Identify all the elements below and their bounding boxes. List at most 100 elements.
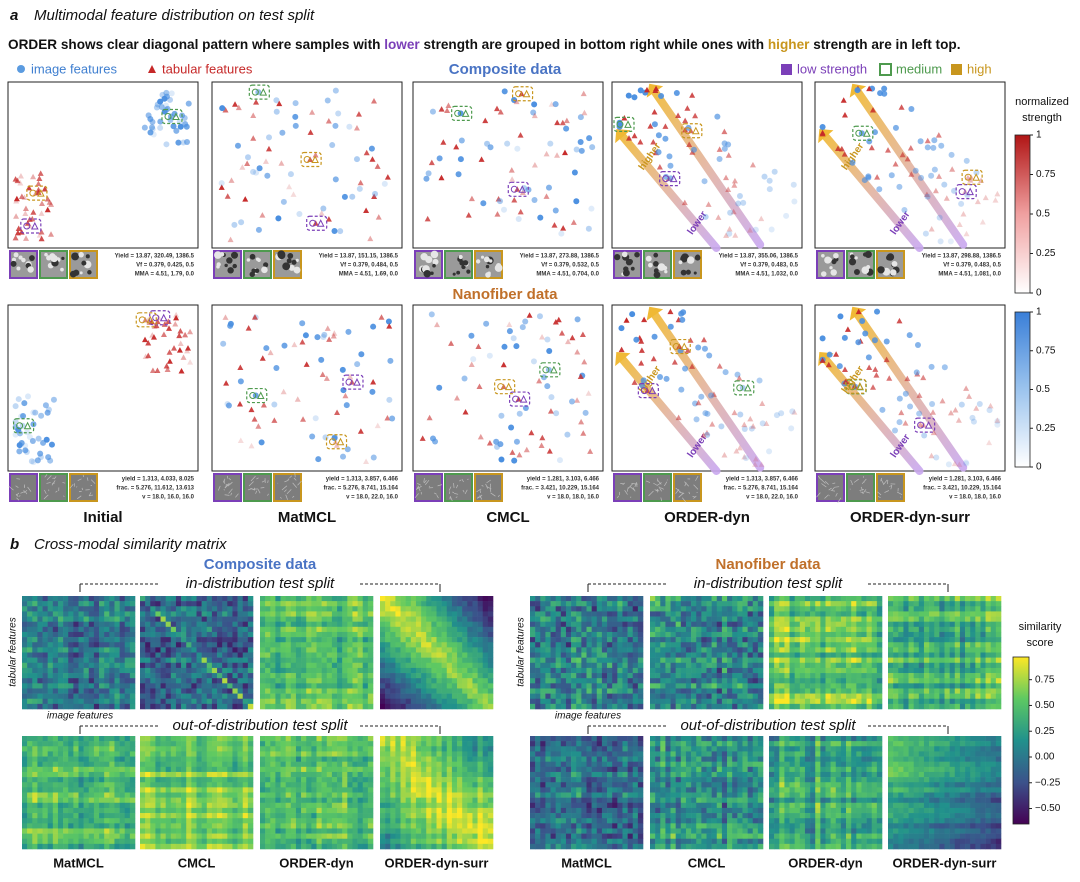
tabular-feature-point (331, 330, 338, 336)
annotation: MMA = 4.51, 1.69, 0.0 (339, 272, 399, 278)
heatmap-cell (331, 838, 338, 845)
heatmap-cell (482, 626, 489, 633)
heatmap-cell (155, 642, 161, 648)
heatmap-cell (342, 673, 348, 679)
image-feature-point (929, 400, 936, 407)
heatmap-cell (415, 596, 422, 602)
heatmap-cell (390, 596, 396, 602)
heatmap-cell (78, 631, 84, 638)
heatmap-cell (352, 616, 358, 622)
heatmap-cell (222, 637, 228, 643)
heatmap-cell (415, 611, 422, 617)
heatmap-cell (446, 693, 453, 700)
heatmap-cell (342, 647, 348, 653)
heatmap-cell (165, 787, 172, 793)
image-feature-point (930, 144, 937, 151)
heatmap-cell (280, 688, 286, 694)
tabular-feature-point (935, 132, 942, 138)
heatmap-cell (88, 843, 95, 850)
sample-tabular (31, 221, 39, 230)
heatmap-cell (247, 642, 254, 648)
heatmap-cell (405, 736, 412, 742)
heatmap-cell (390, 683, 396, 689)
heatmap-cell (165, 813, 172, 819)
heatmap-cell (331, 818, 338, 824)
heatmap-cell (63, 626, 69, 633)
heatmap-cell (201, 693, 208, 700)
heatmap-cell (362, 637, 369, 643)
heatmap-cell (47, 813, 54, 819)
heatmap-cell (78, 797, 84, 804)
heatmap-cell (93, 606, 100, 612)
heatmap-cell (211, 818, 218, 824)
tabular-feature-point (555, 316, 562, 323)
tabular-feature-point (899, 151, 906, 158)
heatmap-cell (129, 746, 136, 752)
heatmap-cell (93, 596, 100, 602)
heatmap-cell (57, 797, 64, 804)
heatmap-cell (457, 626, 463, 633)
heatmap-cell (32, 621, 38, 628)
heatmap-cell (380, 657, 386, 664)
heatmap-cell (119, 792, 126, 798)
trend-arrow (820, 354, 924, 475)
annotation: v = 18.0, 18.0, 16.0 (949, 495, 1002, 501)
heatmap-cell (326, 797, 333, 804)
heatmap-cell (114, 746, 120, 752)
heatmap-cell (342, 756, 348, 762)
thumbnail-texture (286, 258, 292, 264)
heatmap-cell (124, 756, 131, 762)
thumbnail-texture (281, 485, 288, 491)
sample-image (958, 188, 966, 196)
heatmap-cell (285, 736, 292, 742)
heatmap-cell (385, 667, 391, 674)
image-feature-point (789, 408, 796, 415)
heatmap-cell (206, 833, 213, 840)
thumbnail-texture (645, 480, 651, 483)
heatmap-cell (104, 678, 110, 684)
heatmap-cell (32, 703, 38, 710)
heatmap-cell (99, 703, 105, 710)
heatmap-cell (196, 596, 202, 602)
tabular-feature-point (898, 409, 905, 416)
image-feature-point (515, 215, 522, 222)
tabular-feature-point (187, 328, 194, 335)
heatmap-cell (186, 688, 192, 694)
image-feature-point (312, 415, 319, 422)
heatmap-cell (32, 782, 38, 788)
tabular-feature-point (641, 316, 648, 323)
heatmap-cell (99, 616, 105, 622)
heatmap-cell (232, 596, 238, 602)
heatmap-cell (99, 838, 105, 845)
heatmap-cell (206, 611, 213, 617)
heatmap-cell (27, 662, 33, 669)
tabular-feature-point (709, 421, 716, 427)
heatmap-cell (68, 667, 74, 674)
heatmap-cell (222, 807, 228, 814)
heatmap-cell (32, 647, 38, 653)
heatmap-cell (52, 797, 59, 804)
heatmap-cell (52, 683, 59, 689)
tabular-feature-point (700, 432, 707, 438)
heatmap-cell (342, 736, 348, 742)
heatmap-cell (170, 642, 177, 648)
heatmap-cell (477, 606, 484, 612)
tabular-feature-point (723, 232, 730, 238)
heatmap-cell (270, 838, 276, 845)
heatmap-cell (160, 688, 166, 694)
heatmap-cell (201, 802, 208, 809)
heatmap-cell (400, 611, 406, 617)
heatmap-cell (295, 693, 302, 700)
heatmap-cell (114, 756, 120, 762)
heatmap-cell (83, 678, 90, 684)
heatmap-cell (321, 678, 328, 684)
heatmap-cell (367, 777, 374, 783)
heatmap-cell (280, 787, 286, 793)
tabular-feature-point (245, 325, 252, 331)
heatmap-cell (186, 616, 192, 622)
heatmap-cell (104, 662, 110, 669)
heatmap-cell (467, 771, 473, 778)
heatmap-cell (290, 787, 297, 793)
heatmap-cell (482, 751, 489, 757)
heatmap-cell (73, 777, 79, 783)
